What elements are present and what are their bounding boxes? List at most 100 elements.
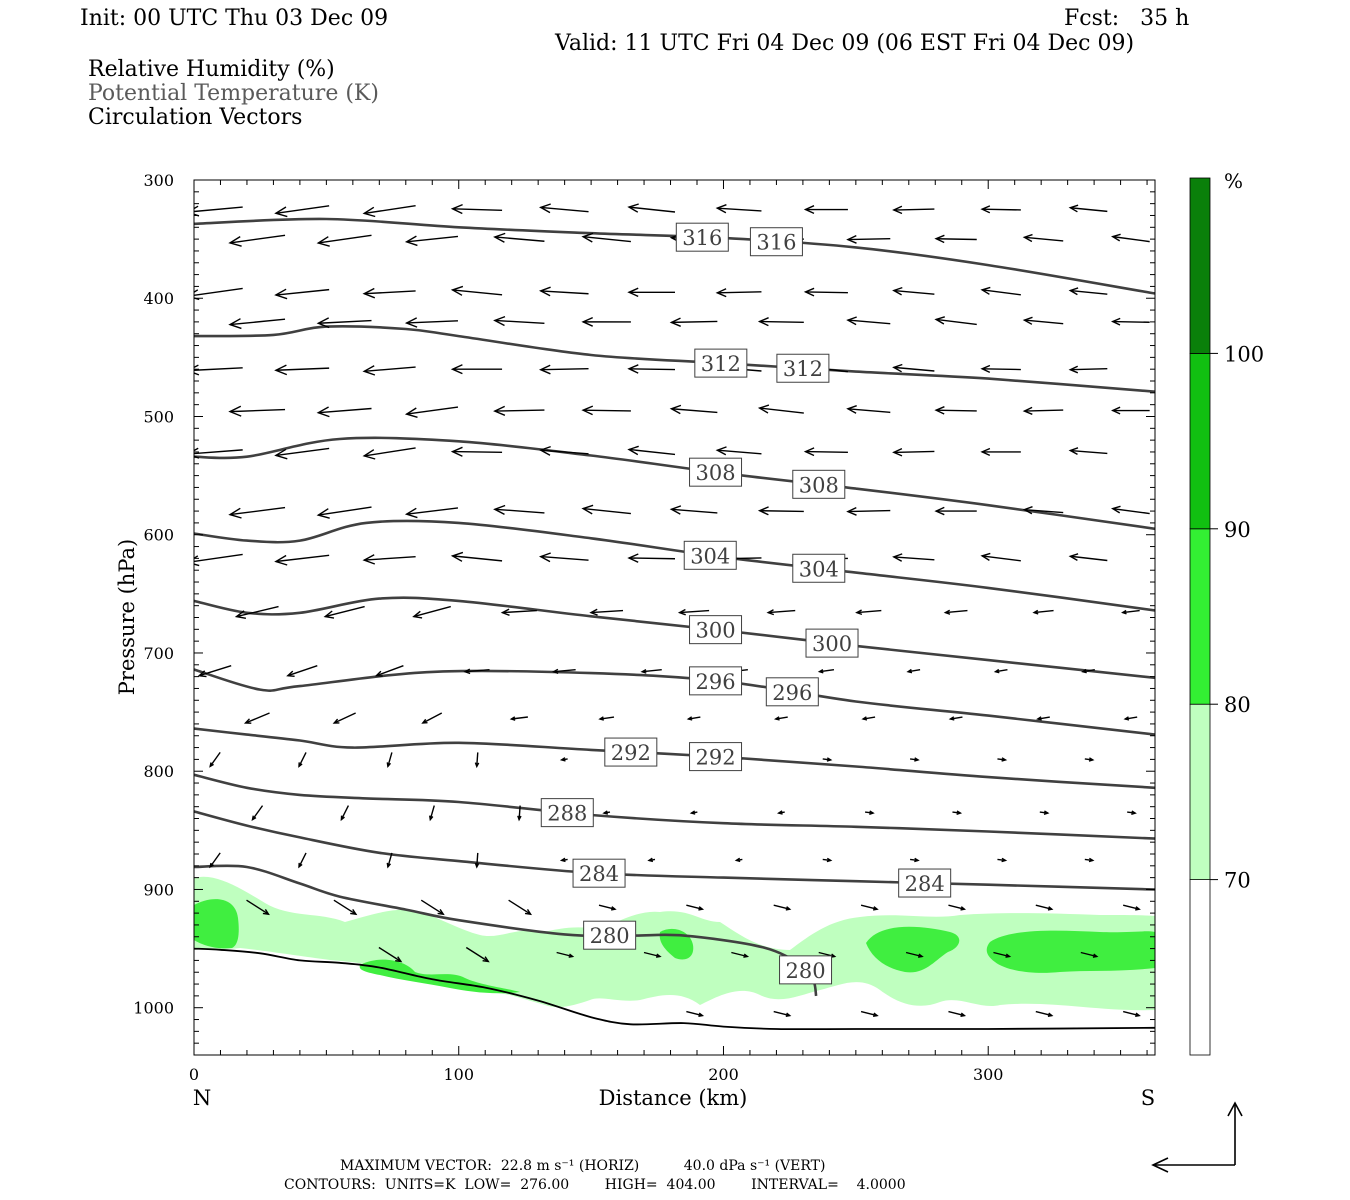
x-axis-title: Distance (km) bbox=[599, 1086, 748, 1110]
circulation-vector bbox=[910, 857, 920, 863]
circulation-vector bbox=[450, 203, 503, 215]
colorbar-level-label: 100 bbox=[1224, 342, 1264, 366]
circulation-vector bbox=[581, 504, 631, 515]
y-tick-label: 700 bbox=[143, 644, 174, 663]
circulation-vector bbox=[689, 810, 698, 815]
circulation-vector bbox=[474, 852, 480, 869]
theta-label: 300 bbox=[695, 619, 735, 643]
circulation-vector bbox=[581, 316, 631, 327]
circulation-vector bbox=[773, 904, 792, 911]
circulation-vector bbox=[934, 234, 977, 244]
theta-label-box bbox=[898, 868, 952, 898]
theta-label-box bbox=[683, 540, 737, 570]
circulation-vector bbox=[340, 805, 350, 822]
circulation-vector bbox=[1123, 716, 1138, 721]
theta-label: 292 bbox=[695, 746, 735, 770]
circulation-vector bbox=[362, 287, 416, 299]
circulation-vector bbox=[1035, 904, 1054, 911]
x-tick-label: 0 bbox=[189, 1065, 199, 1084]
circulation-vector bbox=[640, 668, 662, 674]
circulation-vector bbox=[556, 951, 575, 958]
circulation-vector bbox=[598, 904, 617, 911]
circulation-vector bbox=[194, 205, 243, 217]
theta-label: 316 bbox=[756, 231, 796, 255]
circulation-vector bbox=[517, 805, 522, 822]
circulation-vector bbox=[551, 668, 576, 674]
circulation-vector bbox=[538, 445, 589, 456]
theta-contour-line bbox=[194, 217, 1155, 295]
circulation-vector bbox=[465, 946, 490, 963]
circulation-vector bbox=[228, 506, 286, 519]
circulation-vector bbox=[412, 605, 451, 619]
circulation-vector bbox=[822, 857, 833, 863]
circulation-vector bbox=[598, 716, 615, 721]
circulation-vector bbox=[686, 716, 701, 721]
circulation-vector bbox=[669, 505, 718, 515]
colorbar-segment bbox=[1189, 352, 1211, 530]
theta-label: 308 bbox=[799, 473, 839, 497]
colorbar-level-label: 90 bbox=[1224, 518, 1251, 542]
circulation-vector bbox=[817, 669, 835, 674]
circulation-vector bbox=[1084, 757, 1095, 762]
circulation-vector bbox=[1121, 609, 1140, 615]
circulation-vector bbox=[773, 716, 788, 721]
circulation-vector bbox=[1035, 1010, 1054, 1017]
theta-label: 288 bbox=[547, 802, 587, 826]
theta-label-box bbox=[583, 920, 637, 950]
theta-contour-labels: 316 316 312 312 308 308 304 304 300 300 296 296 292 2… bbox=[540, 222, 952, 985]
colorbar-level-label: 70 bbox=[1224, 869, 1251, 893]
circulation-vector bbox=[943, 609, 968, 615]
max-vector-footer: MAXIMUM VECTOR: 22.8 m s⁻¹ (HORIZ) 40.0 … bbox=[340, 1158, 826, 1174]
circulation-vector bbox=[715, 446, 762, 456]
circulation-vector bbox=[274, 554, 330, 566]
circulation-vector bbox=[934, 406, 977, 415]
circulation-vector bbox=[980, 364, 1021, 374]
circulation-vector bbox=[948, 716, 963, 721]
circulation-vector bbox=[757, 506, 804, 516]
circulation-vector bbox=[1039, 810, 1050, 815]
rh-80-region-d bbox=[986, 930, 1155, 973]
circulation-vector bbox=[993, 668, 1008, 674]
circulation-vector bbox=[589, 608, 624, 616]
y-tick-label: 600 bbox=[143, 526, 174, 545]
circulation-vector bbox=[274, 364, 330, 376]
circulation-vector bbox=[228, 234, 286, 247]
circulation-vector bbox=[1022, 233, 1064, 243]
circulation-vector bbox=[892, 553, 935, 562]
x-tick-label: 200 bbox=[708, 1065, 739, 1084]
theta-label: 316 bbox=[682, 226, 722, 250]
circulation-vector bbox=[500, 608, 537, 616]
field-label-rh: Relative Humidity (%) bbox=[88, 57, 335, 82]
theta-label-box bbox=[805, 628, 859, 658]
colorbar-segment bbox=[1189, 703, 1211, 881]
circulation-vector bbox=[274, 288, 330, 300]
circulation-vector bbox=[948, 904, 967, 911]
circulation-vector bbox=[1127, 810, 1137, 815]
circulation-vector bbox=[450, 285, 503, 296]
circulation-vector bbox=[1022, 506, 1064, 515]
field-label-vectors: Circulation Vectors bbox=[88, 105, 303, 130]
circulation-vector bbox=[374, 665, 404, 677]
circulation-vector bbox=[429, 805, 435, 822]
reference-horizontal-arrowhead bbox=[1151, 1157, 1169, 1173]
circulation-vector bbox=[948, 1010, 967, 1017]
y-tick-label: 800 bbox=[143, 762, 174, 781]
theta-label: 304 bbox=[799, 557, 839, 581]
theta-label-box bbox=[776, 353, 830, 383]
circulation-vector bbox=[846, 405, 891, 414]
circulation-vector bbox=[463, 668, 490, 675]
circulation-vector bbox=[864, 810, 875, 815]
circulation-vector bbox=[362, 554, 416, 565]
theta-label-box bbox=[779, 955, 833, 985]
terrain-outline bbox=[194, 947, 1155, 1031]
circulation-vector bbox=[450, 446, 503, 457]
circulation-vector bbox=[274, 447, 330, 460]
circulation-vector bbox=[538, 203, 589, 214]
circulation-vector bbox=[602, 810, 611, 815]
circulation-vector bbox=[997, 857, 1008, 863]
theta-label-box bbox=[572, 858, 626, 888]
circulation-vector bbox=[822, 757, 833, 762]
circulation-vector bbox=[766, 609, 796, 616]
circulation-vector bbox=[734, 857, 743, 863]
circulation-vector bbox=[197, 665, 232, 678]
